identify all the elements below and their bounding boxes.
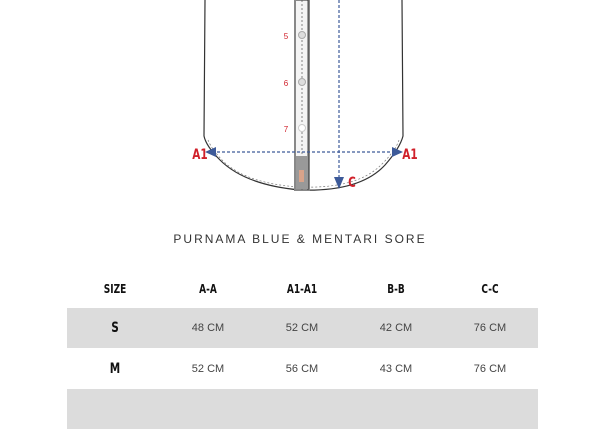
table-header: SIZE A-A A1-A1 B-B C-C bbox=[67, 269, 538, 309]
value-cell: 43 CM bbox=[379, 363, 413, 375]
shirt-diagram: 5 6 7 A1 A1 C bbox=[192, 0, 418, 191]
header-a-a: A-A bbox=[199, 282, 217, 296]
table-row: M 52 CM 56 CM 43 CM 76 CM bbox=[67, 349, 538, 389]
arrow-down-icon bbox=[334, 177, 344, 189]
value-cell: 76 CM bbox=[473, 363, 507, 375]
arrow-left-icon bbox=[205, 147, 216, 157]
value-cell: 52 CM bbox=[191, 363, 225, 375]
header-a1-a1: A1-A1 bbox=[286, 282, 318, 296]
value-cell: 52 CM bbox=[285, 322, 319, 334]
label-a1-left: A1 bbox=[192, 147, 207, 163]
button-number-6: 6 bbox=[284, 79, 289, 88]
value-cell: 48 CM bbox=[191, 322, 225, 334]
product-title: PURNAMA BLUE & MENTARI SORE bbox=[173, 232, 427, 246]
button-5 bbox=[298, 31, 306, 39]
button-number-7: 7 bbox=[284, 125, 289, 134]
table-row: S 48 CM 52 CM 42 CM 76 CM bbox=[67, 308, 538, 348]
label-c: C bbox=[348, 175, 356, 191]
table-row bbox=[67, 389, 538, 429]
value-cell: 56 CM bbox=[285, 363, 319, 375]
size-cell: S bbox=[111, 320, 119, 336]
header-b-b: B-B bbox=[387, 282, 405, 296]
button-number-5: 5 bbox=[284, 32, 289, 41]
header-c-c: C-C bbox=[481, 282, 499, 296]
size-cell: M bbox=[109, 361, 121, 377]
value-cell: 42 CM bbox=[379, 322, 413, 334]
button-7 bbox=[298, 124, 306, 132]
label-a1-right: A1 bbox=[402, 147, 417, 163]
arrow-right-icon bbox=[392, 147, 403, 157]
header-size: SIZE bbox=[103, 282, 127, 296]
button-6 bbox=[298, 78, 306, 86]
value-cell: 76 CM bbox=[473, 322, 507, 334]
